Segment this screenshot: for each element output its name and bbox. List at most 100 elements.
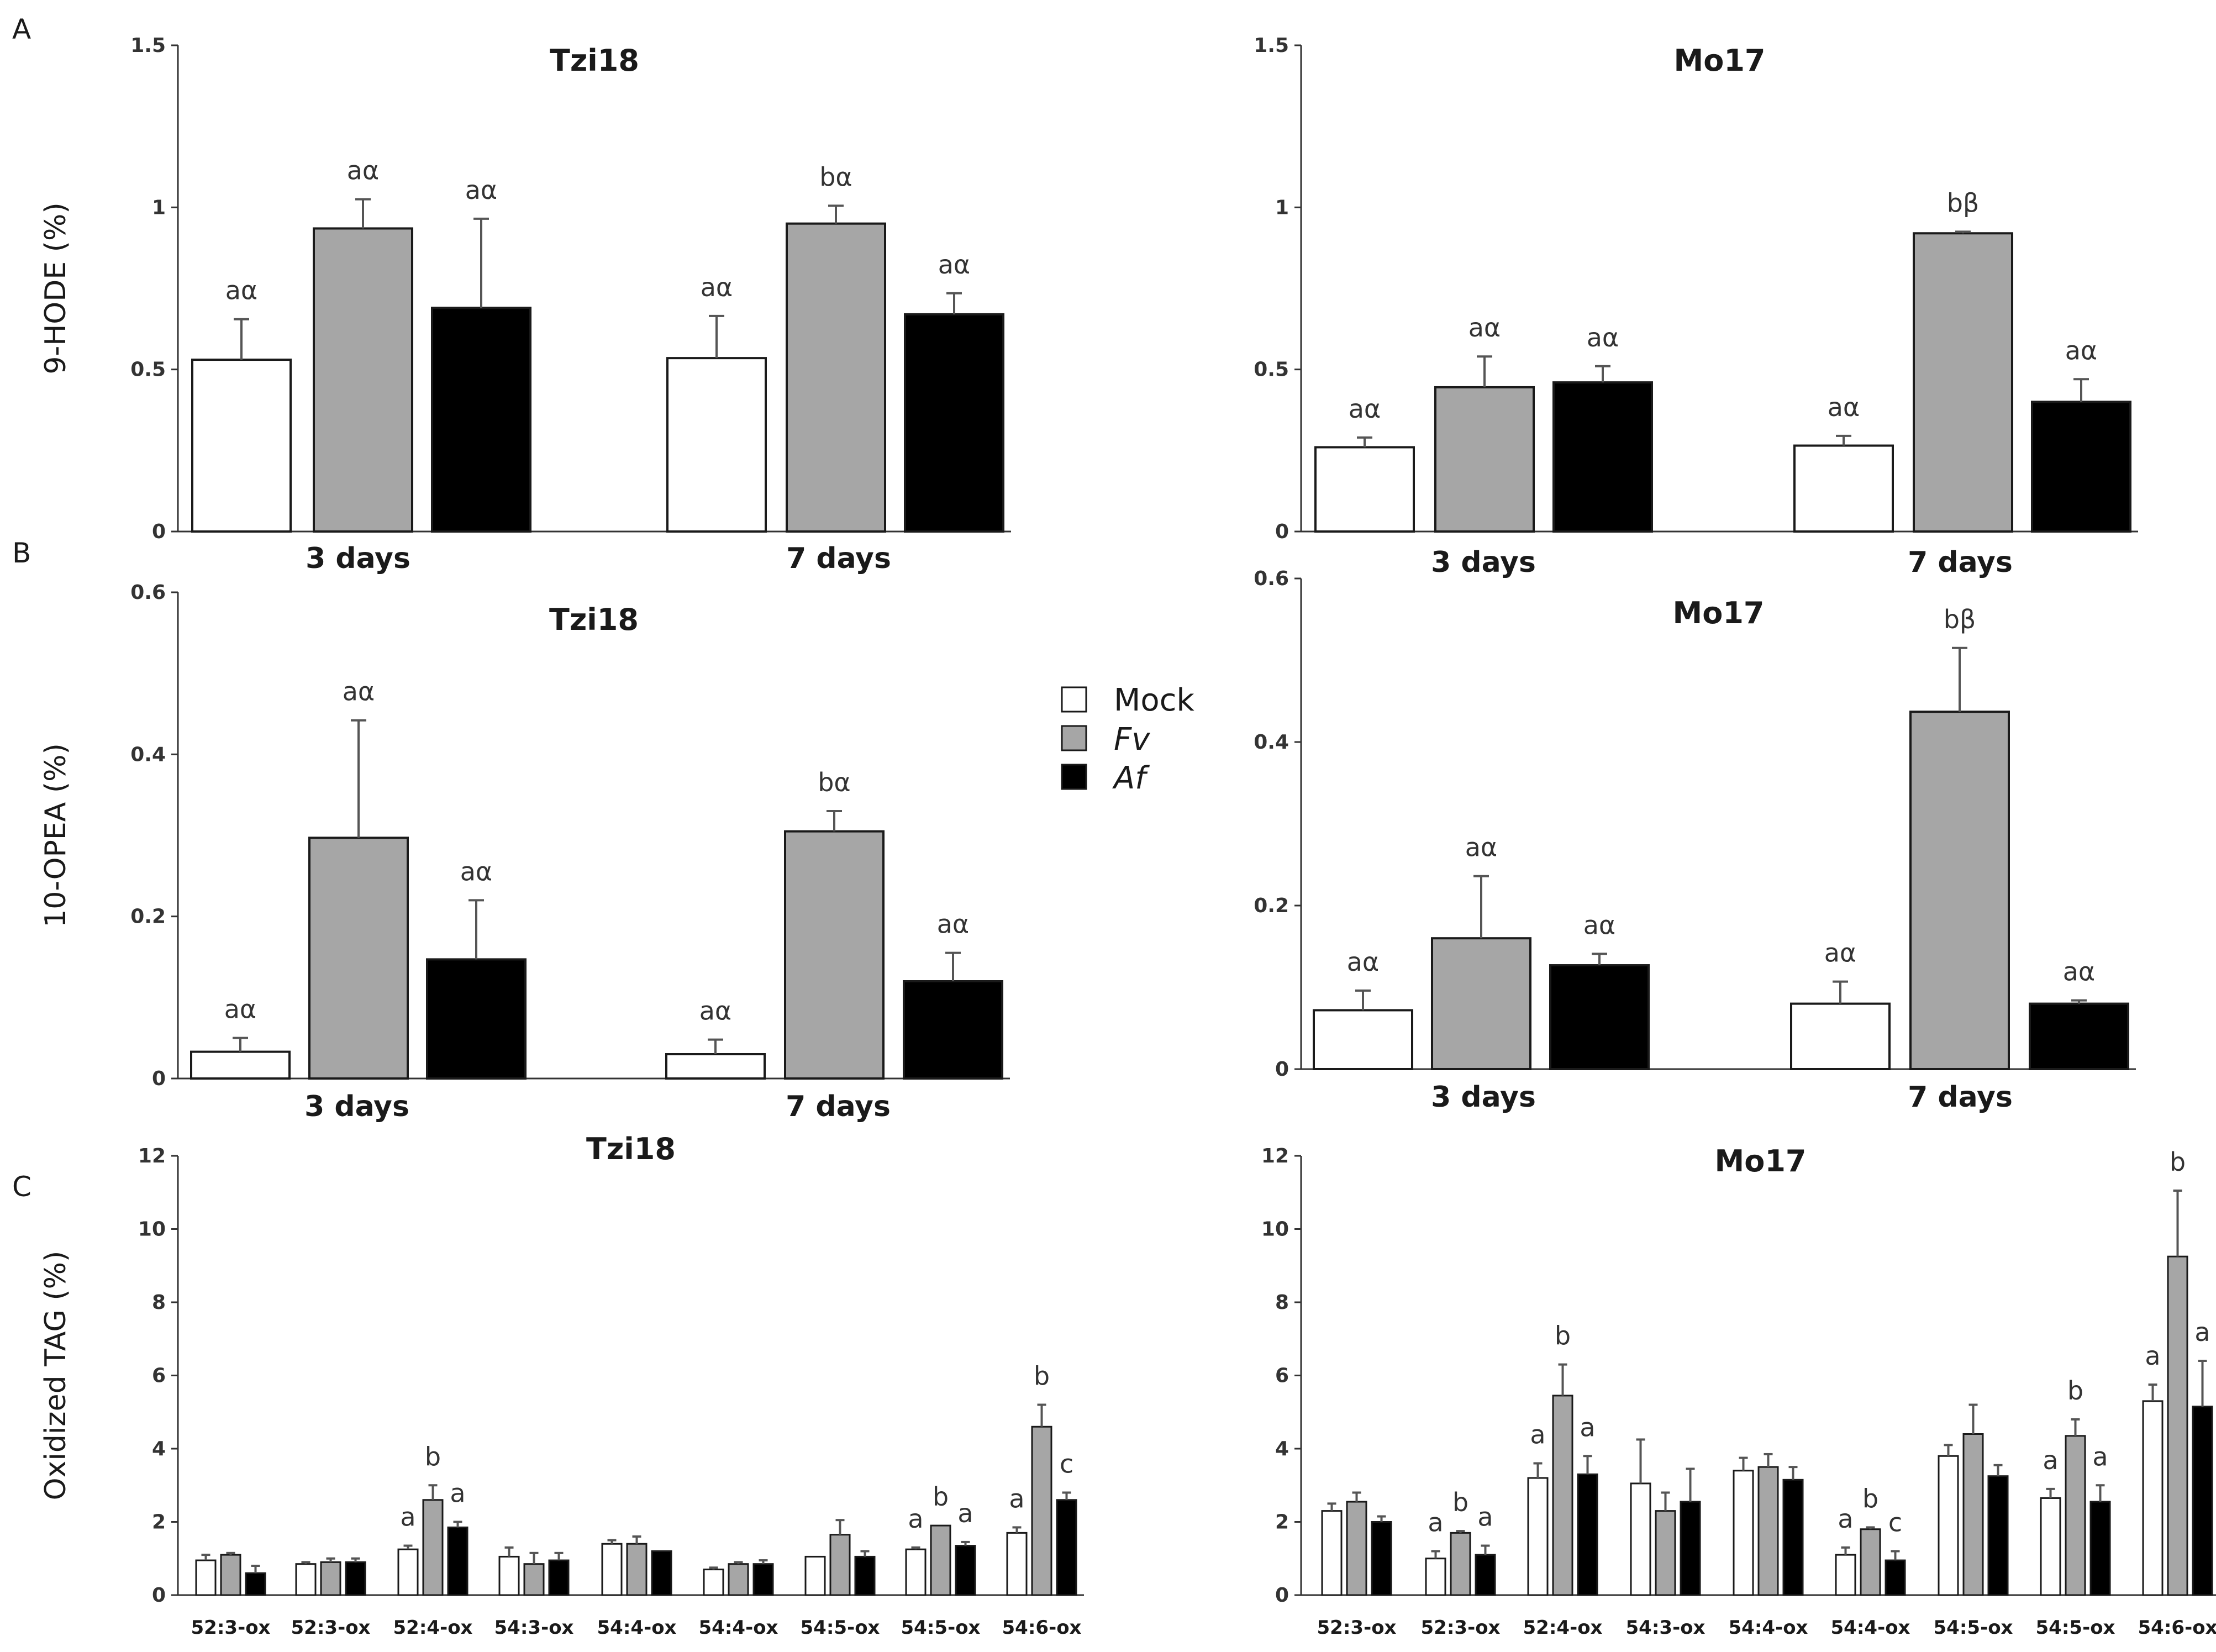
y-tick-label: 0 (152, 1584, 166, 1607)
category-label: 3 days (1431, 1081, 1536, 1114)
bar-af (1552, 381, 1653, 533)
bar-af (903, 980, 1003, 1080)
bar-mock (1790, 1002, 1891, 1070)
bar-fv (313, 227, 413, 533)
category-label: 54:6-ox (2138, 1617, 2216, 1639)
bar-af (752, 1563, 774, 1596)
legend-label-af: Af (1112, 760, 1150, 796)
significance-label: aα (1349, 394, 1381, 424)
bar-fv (728, 1563, 749, 1596)
bar-af (1475, 1554, 1496, 1596)
significance-label: b (2067, 1376, 2083, 1406)
bar-mock (2142, 1400, 2164, 1596)
bar-fv (784, 830, 885, 1080)
category-label: 7 days (786, 542, 891, 575)
y-tick-label: 0.2 (130, 906, 166, 928)
category-label: 52:3-ox (1421, 1617, 1501, 1639)
bar-mock (295, 1563, 317, 1596)
bar-mock (1313, 1009, 1413, 1070)
y-tick-label: 0.4 (130, 743, 166, 766)
category-label: 52:4-ox (393, 1617, 473, 1639)
bar-fv (626, 1543, 648, 1596)
y-axis-label: Oxidized TAG (%) (39, 1251, 72, 1501)
bar-mock (397, 1548, 419, 1596)
bar-mock (666, 357, 767, 533)
bar-fv (1962, 1433, 1984, 1596)
bar-fv (320, 1561, 341, 1596)
y-tick-label: 6 (1275, 1365, 1289, 1387)
significance-label: aα (224, 995, 257, 1024)
bar-af (1782, 1479, 1804, 1596)
y-tick-label: 10 (138, 1218, 166, 1241)
y-tick-label: 8 (152, 1291, 166, 1314)
panel-label-a: A (12, 13, 31, 45)
category-label: 3 days (306, 542, 410, 575)
y-tick-label: 8 (1275, 1291, 1289, 1314)
y-axis-label: 10-OPEA (%) (39, 743, 72, 928)
significance-label: aα (343, 677, 375, 707)
significance-label: a (1530, 1420, 1545, 1450)
category-label: 3 days (1431, 546, 1536, 579)
y-tick-label: 2 (152, 1511, 166, 1534)
legend-swatch-mock (1061, 686, 1087, 713)
significance-label: a (2092, 1441, 2108, 1471)
y-tick-label: 10 (1261, 1218, 1289, 1241)
significance-label: bβ (1947, 188, 1980, 218)
bar-mock (703, 1569, 724, 1596)
chart-10opea-tzi18: 0 0.2 0.4 0.6 Tzi18 10-OPEA (%) 3 days 7 days aα… (39, 581, 1010, 1123)
bar-af (426, 958, 527, 1080)
y-tick-label: 4 (152, 1438, 166, 1460)
bar-fv (2065, 1435, 2086, 1596)
category-label: 54:4-ox (1831, 1617, 1910, 1639)
bar-af (345, 1561, 366, 1596)
bar-af (431, 307, 531, 533)
y-tick-label: 1 (1275, 196, 1289, 219)
bar-fv (1552, 1395, 1573, 1596)
bar-fv (930, 1524, 951, 1596)
significance-label: aα (937, 909, 970, 939)
category-label: 54:5-ox (2036, 1617, 2115, 1639)
significance-label: aα (347, 156, 380, 186)
bar-fv (1860, 1528, 1881, 1596)
significance-label: aα (465, 175, 498, 205)
bar-mock (1321, 1510, 1343, 1596)
bar-af (1371, 1521, 1392, 1596)
category-label: 7 days (1908, 1081, 2013, 1114)
bar-fv (1431, 937, 1531, 1070)
y-tick-label: 0.5 (130, 359, 166, 381)
bar-mock (1733, 1470, 1754, 1596)
bar-mock (190, 1050, 291, 1080)
bar-fv (1346, 1501, 1367, 1596)
significance-label: a (2194, 1317, 2210, 1347)
y-tick-label: 0.6 (1254, 567, 1289, 590)
bar-fv (1655, 1510, 1676, 1596)
significance-label: a (2043, 1445, 2058, 1475)
significance-label: a (1477, 1502, 1493, 1532)
bar-fv (829, 1534, 851, 1596)
significance-label: a (1838, 1504, 1853, 1534)
bar-fv (2167, 1255, 2188, 1596)
significance-label: a (908, 1504, 923, 1534)
bar-af (854, 1555, 876, 1596)
category-label: 54:5-ox (901, 1617, 981, 1639)
y-tick-label: 6 (152, 1365, 166, 1387)
bar-mock (498, 1555, 520, 1596)
bar-mock (1630, 1482, 1651, 1596)
category-label: 54:4-ox (699, 1617, 778, 1639)
significance-label: aα (460, 856, 493, 886)
bar-mock (191, 359, 292, 533)
bar-mock (195, 1559, 217, 1596)
bar-af (1056, 1499, 1077, 1596)
y-tick-label: 0 (1275, 1058, 1289, 1081)
bar-mock (1314, 446, 1415, 533)
significance-label: aα (938, 250, 971, 280)
bar-mock (804, 1555, 826, 1596)
category-label: 52:3-ox (1317, 1617, 1397, 1639)
bar-mock (665, 1053, 766, 1080)
category-label: 54:5-ox (801, 1617, 880, 1639)
category-label: 3 days (304, 1090, 409, 1123)
bar-fv (1434, 386, 1535, 533)
bar-af (1577, 1473, 1598, 1596)
significance-label: a (400, 1502, 415, 1532)
